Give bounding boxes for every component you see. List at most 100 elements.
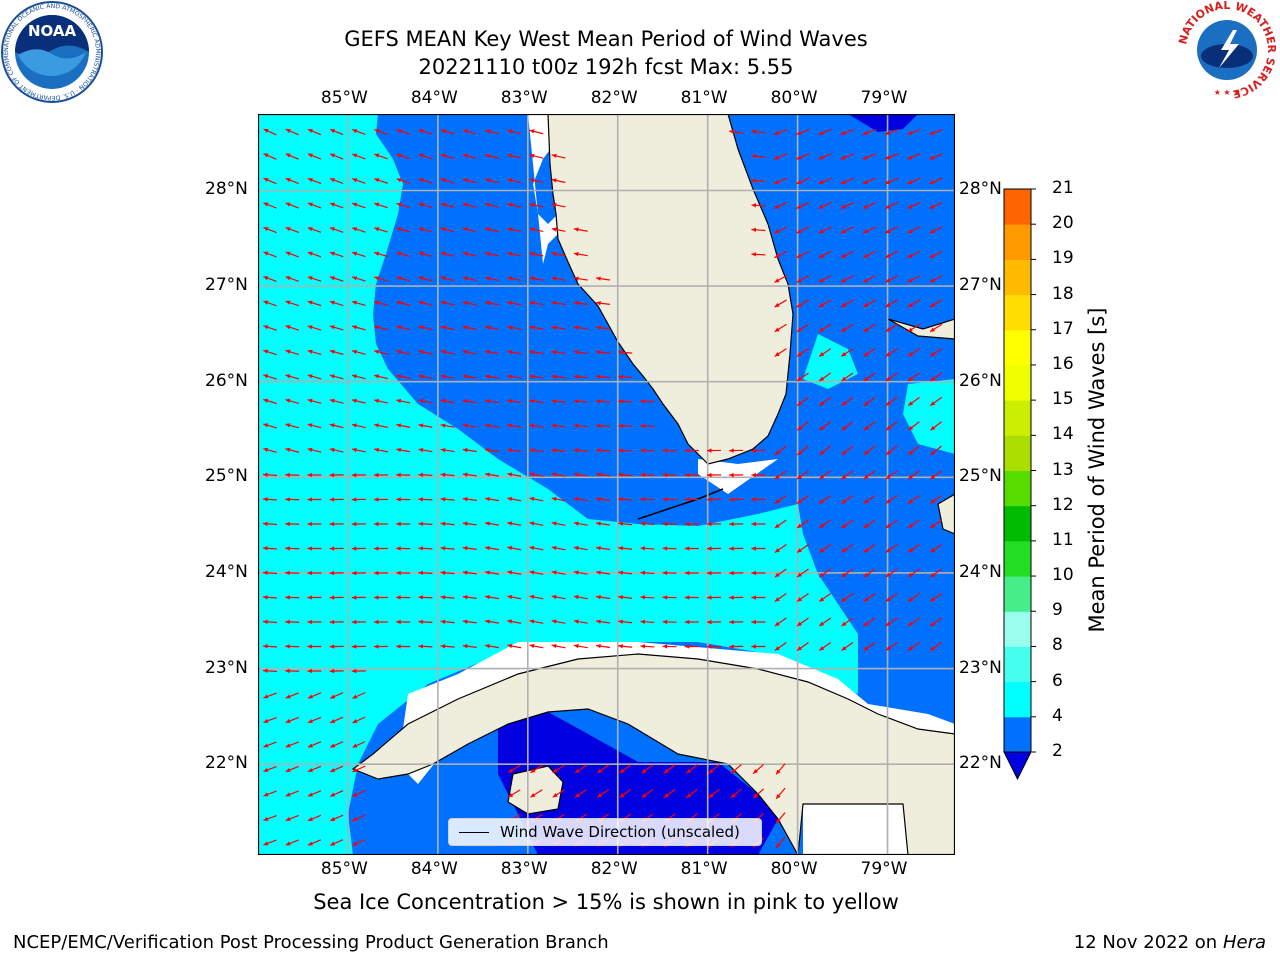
wind-arrow bbox=[396, 129, 411, 135]
wind-arrow bbox=[529, 545, 544, 551]
footer-date-text: 12 Nov 2022 on bbox=[1073, 932, 1218, 953]
wind-arrow bbox=[396, 497, 411, 502]
wind-arrow bbox=[774, 568, 787, 578]
wind-arrow bbox=[352, 153, 366, 160]
wind-arrow bbox=[907, 445, 920, 456]
wind-arrow bbox=[841, 543, 854, 554]
wind-arrow bbox=[818, 519, 832, 529]
wind-arrow bbox=[307, 716, 322, 724]
wind-arrow bbox=[285, 521, 300, 527]
wind-arrow bbox=[484, 545, 500, 551]
map-panel[interactable] bbox=[257, 113, 956, 856]
wind-arrow bbox=[863, 323, 876, 333]
wind-arrow bbox=[262, 472, 278, 478]
wind-arrow bbox=[507, 129, 522, 135]
wind-arrow bbox=[307, 839, 322, 846]
wind-arrow bbox=[396, 546, 411, 551]
wind-arrow bbox=[818, 543, 832, 554]
wind-arrow bbox=[573, 472, 588, 477]
wind-arrow bbox=[573, 521, 588, 526]
wind-arrow bbox=[352, 716, 366, 724]
colorbar-tick-label: 17 bbox=[1052, 318, 1074, 339]
wind-arrow bbox=[640, 423, 655, 429]
wind-arrow bbox=[619, 788, 632, 799]
wind-arrow bbox=[507, 448, 522, 453]
wind-arrow bbox=[774, 201, 788, 210]
wind-arrow bbox=[329, 178, 344, 184]
wind-arrow bbox=[595, 594, 611, 600]
wind-arrow bbox=[618, 595, 633, 600]
wind-arrow bbox=[373, 570, 389, 576]
wind-arrow bbox=[929, 323, 943, 333]
wind-arrow bbox=[351, 276, 366, 282]
wind-arrow bbox=[551, 496, 566, 502]
wind-arrow bbox=[462, 546, 477, 551]
wind-arrow bbox=[263, 447, 277, 453]
wind-arrow bbox=[507, 789, 521, 798]
wind-arrow bbox=[706, 448, 722, 453]
lat-label-left: 24°N bbox=[205, 561, 248, 582]
wind-arrow bbox=[774, 348, 787, 357]
wind-arrow bbox=[929, 177, 943, 185]
wind-arrow bbox=[507, 521, 522, 526]
wind-arrow bbox=[595, 643, 611, 649]
wind-arrow bbox=[285, 644, 300, 649]
wind-arrow bbox=[551, 374, 566, 379]
wind-arrow bbox=[530, 764, 543, 774]
wind-arrow bbox=[841, 396, 854, 407]
wind-arrow bbox=[930, 421, 942, 431]
wind-arrow bbox=[307, 595, 322, 600]
wind-arrow bbox=[285, 765, 299, 773]
wind-arrow bbox=[752, 788, 765, 799]
wind-arrow bbox=[352, 741, 366, 748]
wind-arrow bbox=[863, 568, 876, 578]
wind-arrow bbox=[484, 398, 500, 404]
wind-arrow bbox=[329, 227, 344, 233]
wind-arrow bbox=[885, 617, 898, 627]
wind-arrow bbox=[929, 201, 943, 210]
wind-arrow bbox=[485, 325, 499, 330]
wind-arrow bbox=[862, 275, 876, 283]
colorbar-segment bbox=[1004, 259, 1031, 296]
wind-arrow bbox=[263, 398, 277, 405]
wind-arrow bbox=[595, 570, 611, 575]
wind-arrow bbox=[729, 570, 744, 576]
wind-arrow bbox=[507, 472, 522, 477]
wind-arrow bbox=[551, 545, 566, 551]
wind-arrow bbox=[440, 595, 455, 600]
wind-arrow bbox=[462, 423, 477, 428]
wind-arrow bbox=[418, 374, 433, 380]
wind-arrow bbox=[840, 299, 854, 308]
wind-arrow bbox=[929, 299, 943, 308]
wind-arrow bbox=[551, 325, 566, 330]
wind-arrow bbox=[841, 592, 854, 603]
wind-arrow bbox=[285, 497, 300, 502]
wind-arrow bbox=[818, 494, 832, 505]
colorbar-segment bbox=[1004, 224, 1031, 260]
wind-arrow bbox=[551, 202, 566, 208]
wind-arrow bbox=[641, 764, 654, 774]
map-canvas[interactable] bbox=[257, 113, 956, 856]
wind-arrow bbox=[351, 447, 366, 453]
wind-arrow bbox=[440, 300, 455, 306]
wind-arrow bbox=[775, 787, 786, 800]
wind-arrow bbox=[263, 226, 277, 234]
wind-arrow bbox=[751, 644, 766, 649]
wind-arrow bbox=[307, 546, 322, 551]
wind-arrow bbox=[774, 494, 787, 505]
wind-arrow bbox=[907, 128, 921, 136]
wind-arrow bbox=[796, 323, 810, 333]
wind-arrow bbox=[863, 617, 876, 627]
wind-arrow bbox=[818, 299, 832, 308]
wind-arrow bbox=[285, 349, 300, 356]
wind-arrow bbox=[263, 128, 277, 136]
wind-arrow bbox=[307, 423, 322, 429]
wind-arrow bbox=[352, 692, 366, 699]
wind-arrow bbox=[462, 153, 477, 160]
wind-arrow bbox=[751, 570, 766, 576]
wind-arrow bbox=[440, 227, 455, 233]
wind-arrow bbox=[818, 323, 832, 333]
colorbar-segment bbox=[1004, 646, 1031, 683]
wind-arrow bbox=[774, 275, 788, 283]
wind-arrow bbox=[485, 251, 499, 257]
